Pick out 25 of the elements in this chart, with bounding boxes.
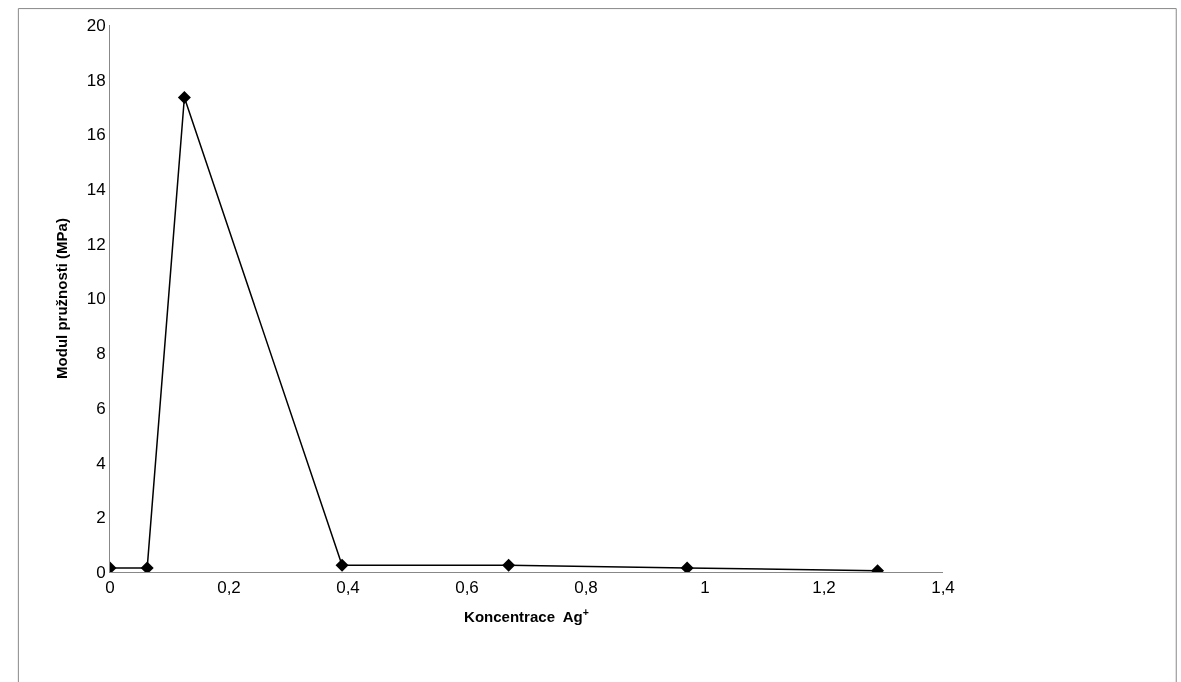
point: [335, 558, 349, 572]
y-tick-label: 12: [86, 234, 106, 254]
x-tick-label: 0,2: [217, 578, 241, 598]
x-axis-title: Koncentrace Ag$^{+}$: [464, 606, 589, 626]
y-tick-label: 16: [86, 125, 106, 145]
y-tick-label: 0: [96, 562, 106, 582]
y-tick-label: 14: [86, 180, 106, 200]
x-tick-label: 0,8: [574, 578, 598, 598]
x-tick-label: 1,2: [812, 578, 836, 598]
y-tick-label: 4: [96, 453, 106, 473]
y-tick-label: 2: [96, 508, 106, 528]
y-tick-label: 20: [86, 15, 106, 35]
point: [502, 558, 516, 572]
y-tick-label: 8: [96, 344, 106, 364]
point: [177, 90, 191, 104]
x-tick-label: 1: [700, 578, 710, 598]
point: [140, 561, 154, 572]
x-tick-label: 0,4: [336, 578, 360, 598]
x-tick-label: 1,4: [931, 578, 955, 598]
x-tick-label: 0,6: [455, 578, 479, 598]
y-tick-label: 18: [86, 70, 106, 90]
y-axis-title: Modul pružnosti (MPa): [52, 218, 70, 379]
y-tick-label: 10: [86, 289, 106, 309]
y-tick-label: 6: [96, 398, 106, 418]
point: [680, 561, 694, 572]
